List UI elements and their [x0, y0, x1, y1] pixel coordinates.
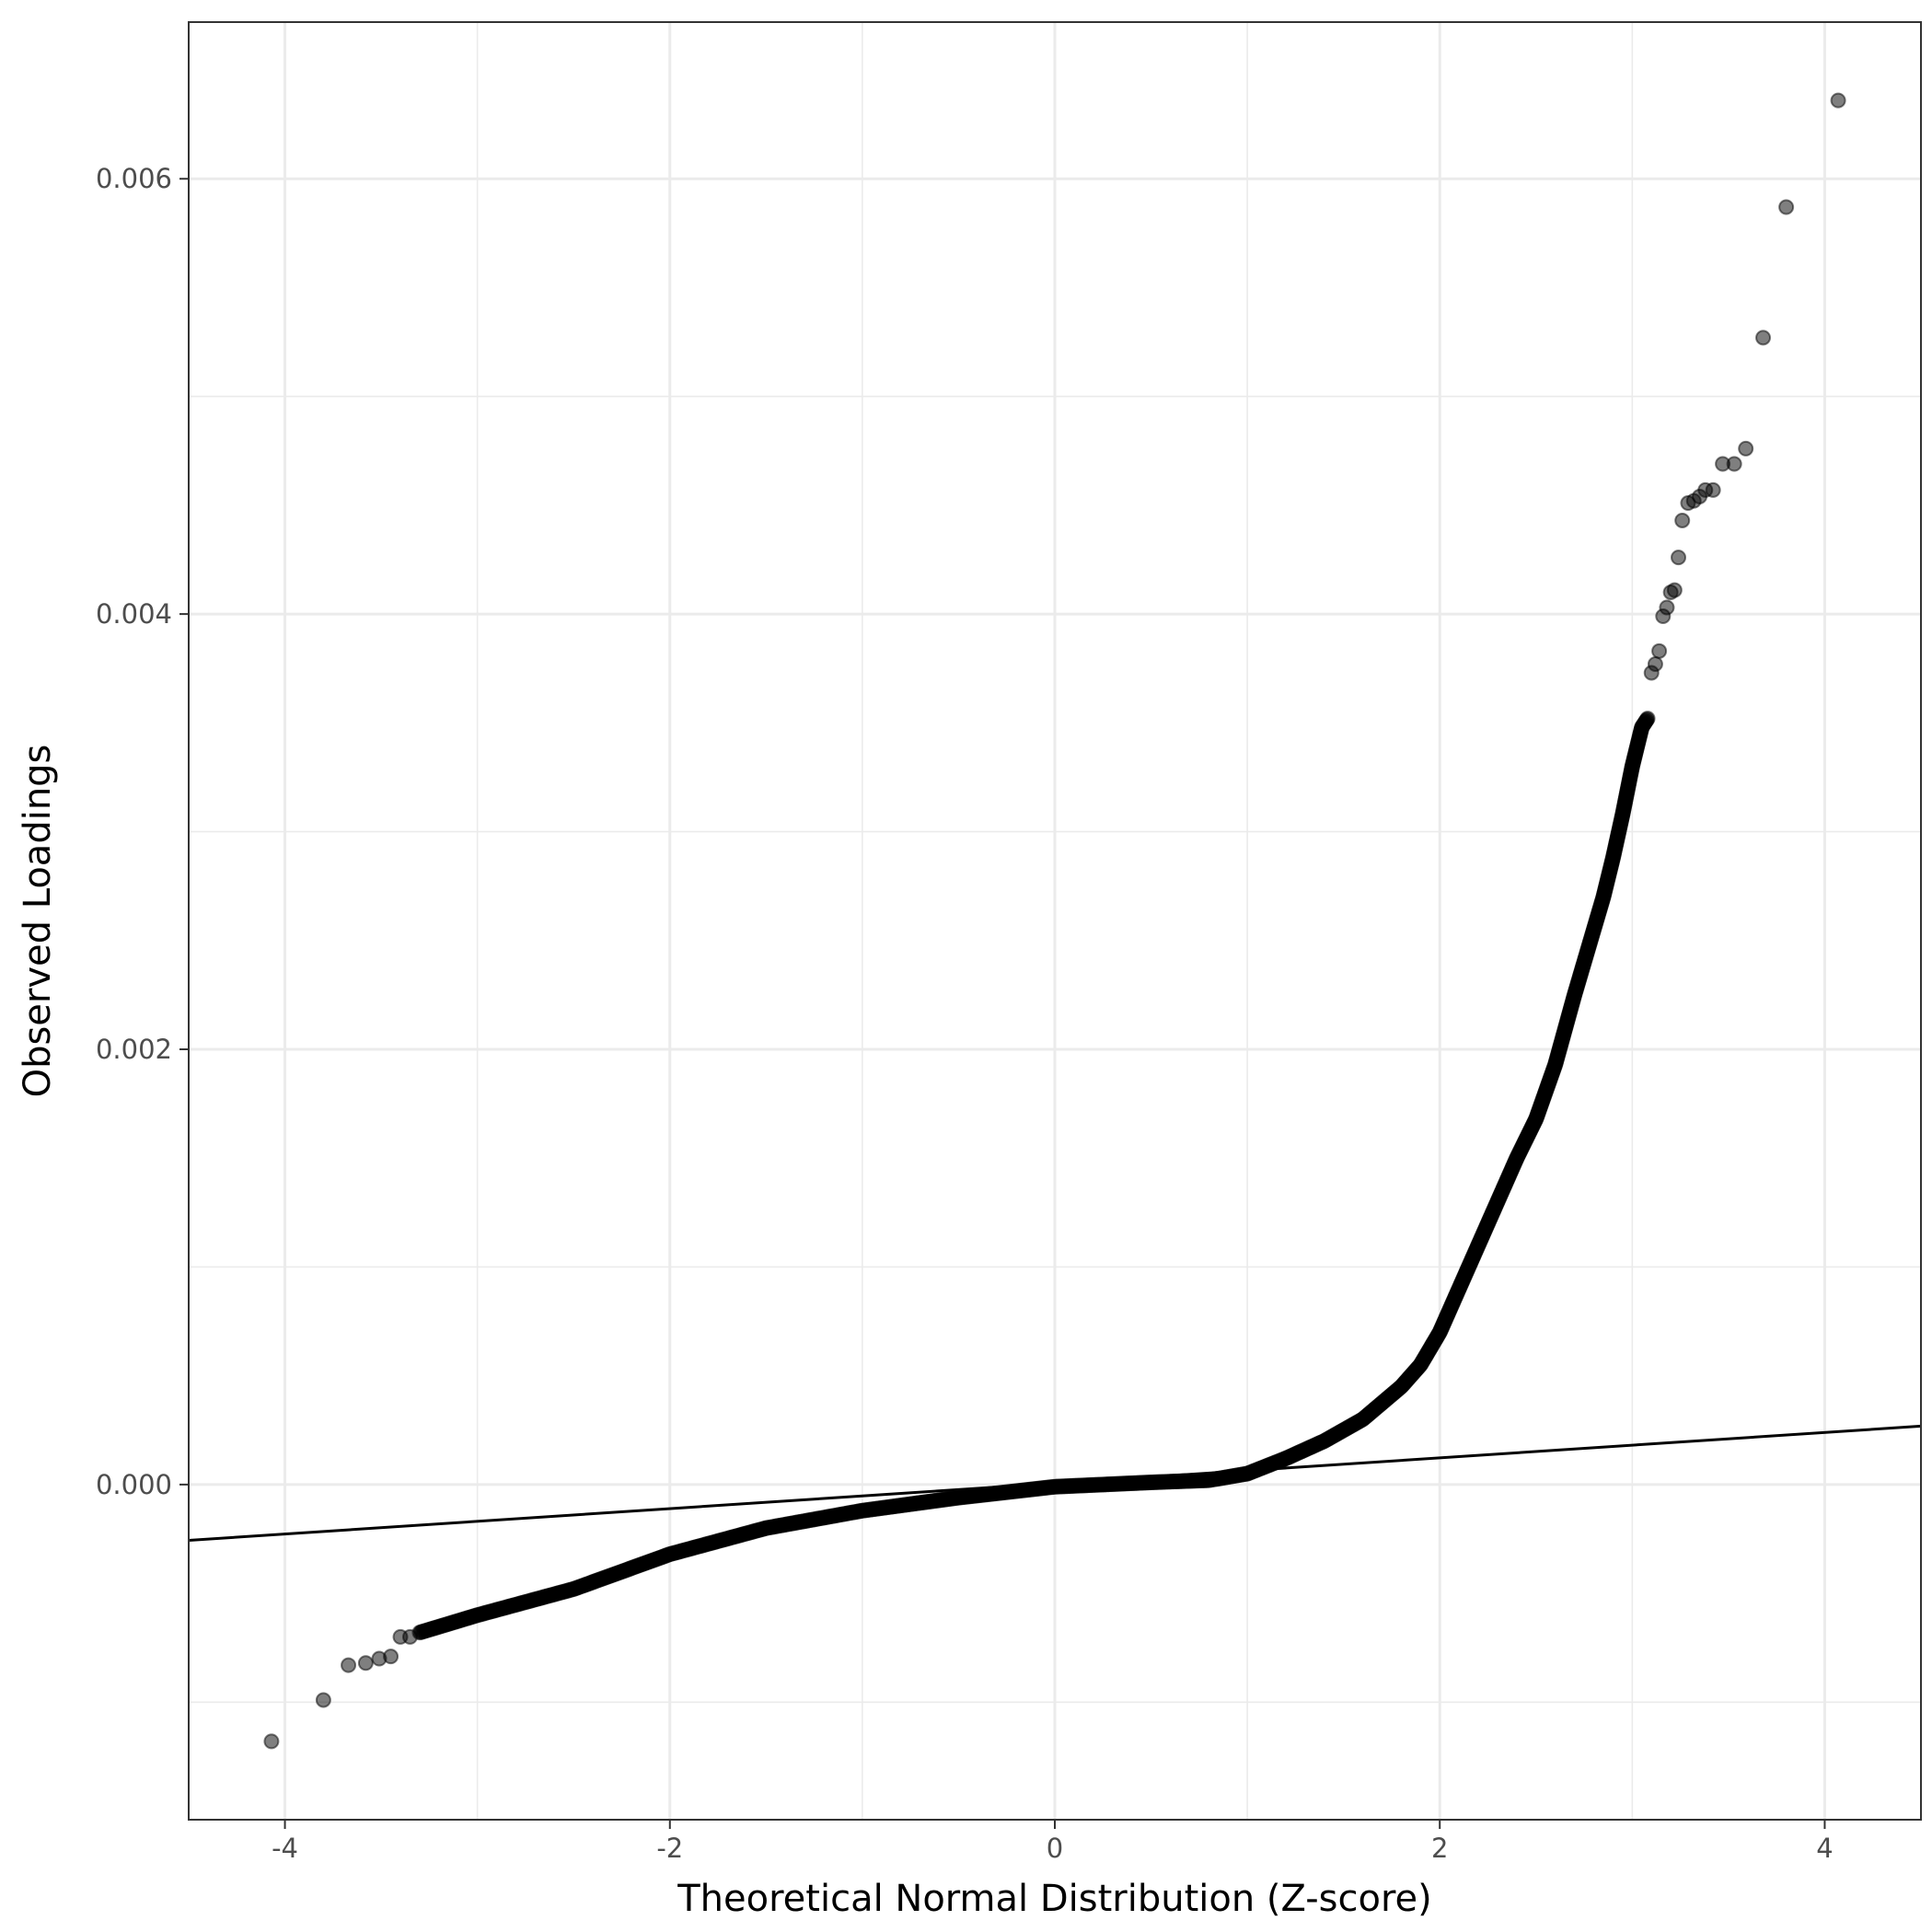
- x-tick-label: 0: [1047, 1833, 1063, 1864]
- x-tick-label: 4: [1816, 1833, 1833, 1864]
- qq-point: [1647, 656, 1663, 672]
- qq-point: [1778, 199, 1795, 215]
- y-tick-label: 0.000: [96, 1469, 172, 1500]
- data-points: [263, 92, 1846, 1750]
- qq-point: [1830, 92, 1846, 109]
- qq-point: [1726, 456, 1742, 472]
- qq-point: [1738, 440, 1754, 457]
- y-tick-label: 0.002: [96, 1034, 172, 1065]
- qq-point: [1639, 711, 1656, 727]
- qq-point: [1671, 550, 1687, 566]
- qq-point: [263, 1733, 280, 1750]
- axis-ticks: -4 -2 0 2 4 0.000 0.002 0.004 0.006: [96, 163, 1834, 1864]
- x-tick-label: -2: [656, 1833, 683, 1864]
- y-axis-title: Observed Loadings: [17, 745, 59, 1098]
- qq-point: [315, 1692, 331, 1708]
- grid: [189, 22, 1921, 1820]
- qq-point: [1651, 642, 1668, 659]
- x-tick-label: -4: [272, 1833, 298, 1864]
- qq-point: [1659, 599, 1675, 616]
- qq-point: [401, 1628, 418, 1645]
- qq-point: [383, 1649, 399, 1665]
- x-axis-title: Theoretical Normal Distribution (Z-score…: [677, 1878, 1432, 1920]
- qq-point: [1705, 481, 1721, 498]
- qq-point: [1666, 582, 1683, 598]
- qq-point: [1674, 512, 1691, 528]
- qq-point: [357, 1655, 374, 1672]
- y-tick-label: 0.006: [96, 163, 172, 194]
- qq-point: [341, 1657, 357, 1673]
- y-tick-label: 0.004: [96, 598, 172, 630]
- qq-point: [1755, 330, 1772, 346]
- x-tick-label: 2: [1431, 1833, 1448, 1864]
